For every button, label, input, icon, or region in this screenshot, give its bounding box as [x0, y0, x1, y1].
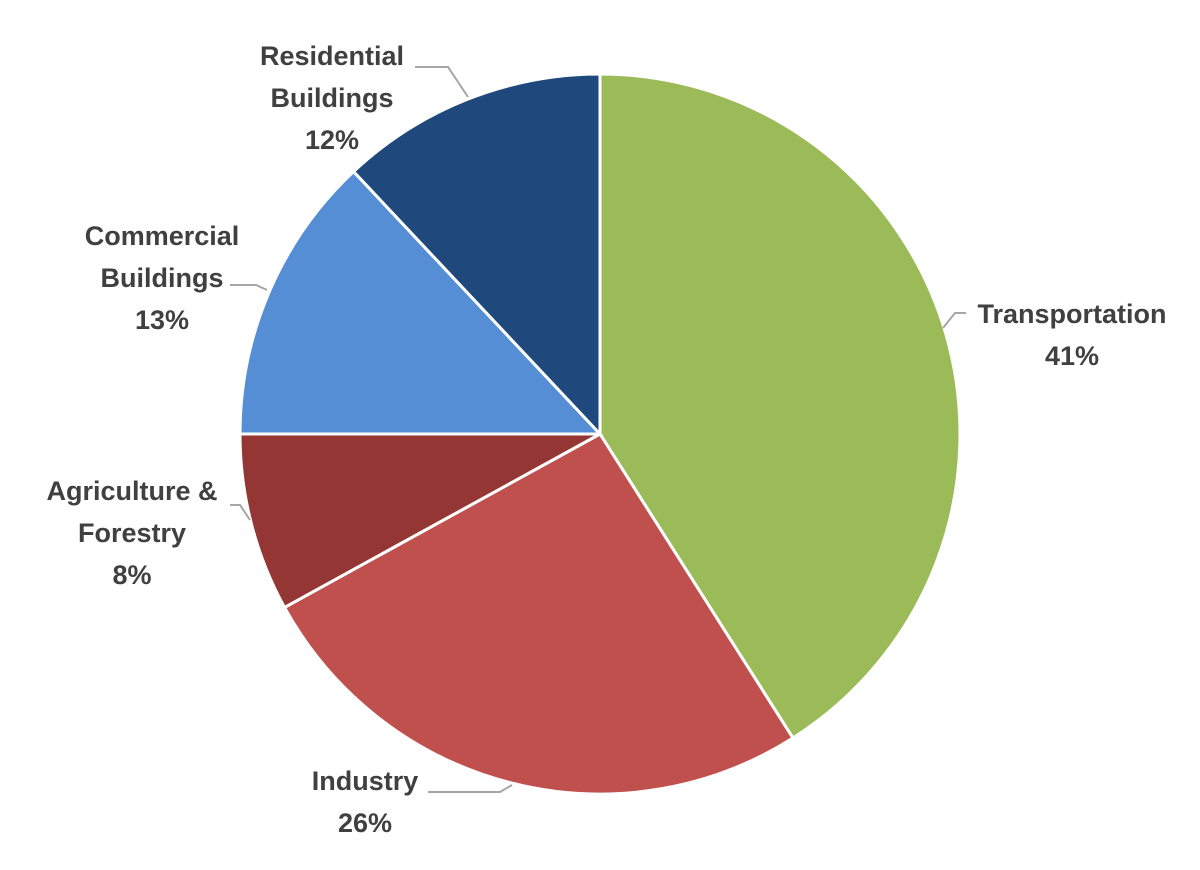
data-label-value: 13% [135, 305, 189, 335]
slices-layer [238, 72, 962, 796]
data-label-category: Buildings [101, 263, 224, 293]
pie-slice-industry [282, 432, 795, 796]
pie-slice-residential-buildings [351, 72, 602, 438]
data-label-commercial-buildings: Commercial Buildings 13% [85, 221, 240, 335]
data-label-agriculture-and-forestry: Agriculture & Forestry 8% [46, 476, 217, 590]
pie-slice-commercial-buildings [238, 169, 604, 436]
data-label-industry: Industry 26% [312, 766, 419, 838]
data-label-value: 41% [1045, 341, 1099, 371]
data-label-category: Agriculture & [46, 476, 217, 506]
pie-slice-transportation [598, 72, 962, 741]
data-label-category: Industry [312, 766, 419, 796]
data-label-value: 26% [338, 808, 392, 838]
leader-line-industry [428, 784, 513, 793]
data-label-category: Buildings [271, 83, 394, 113]
leader-line-agriculture-and-forestry [230, 504, 251, 521]
data-labels-layer: Transportation 41% Industry 26% Agriculture … [46, 41, 1166, 838]
leader-line-transportation [942, 312, 966, 329]
leader-lines-layer [230, 66, 966, 793]
data-label-category: Transportation [977, 299, 1166, 329]
data-label-transportation: Transportation 41% [977, 299, 1166, 371]
leader-line-residential-buildings [415, 66, 469, 98]
pie-slice-agriculture-and-forestry [238, 432, 601, 610]
data-label-residential-buildings: Residential Buildings 12% [260, 41, 404, 155]
leader-line-commercial-buildings [230, 284, 268, 291]
data-label-category: Commercial [85, 221, 240, 251]
data-label-category: Residential [260, 41, 404, 71]
data-label-value: 8% [112, 560, 151, 590]
data-label-value: 12% [305, 125, 359, 155]
data-label-category: Forestry [78, 518, 186, 548]
